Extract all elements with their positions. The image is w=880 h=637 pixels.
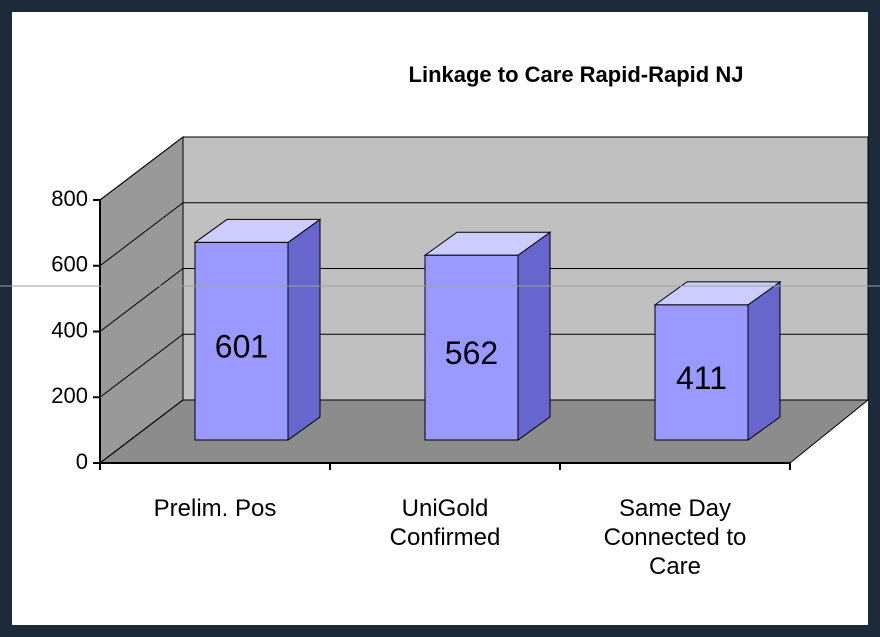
bar xyxy=(654,304,749,441)
grid-line xyxy=(99,333,184,398)
grid-line xyxy=(99,399,184,464)
x-tick-label: Same Day Connected to Care xyxy=(603,495,747,580)
grid-line xyxy=(99,268,184,332)
y-tick-label: 600 xyxy=(51,252,88,277)
bar-side xyxy=(287,218,321,441)
grid-line xyxy=(99,136,184,201)
value-label: 562 xyxy=(445,335,498,371)
y-tick-label: 800 xyxy=(51,186,88,211)
y-tick-label: 200 xyxy=(51,383,88,408)
bar-side xyxy=(517,231,551,441)
bar-side xyxy=(747,280,781,441)
chart-title: Linkage to Care Rapid-Rapid NJ xyxy=(409,62,744,87)
y-tick-label: 0 xyxy=(76,449,88,474)
bar xyxy=(194,241,289,441)
value-label: 601 xyxy=(215,329,268,365)
value-label: 411 xyxy=(676,360,727,396)
y-tick-label: 400 xyxy=(51,317,88,342)
x-tick-label: Prelim. Pos xyxy=(153,495,277,522)
x-tick-label: UniGold Confirmed xyxy=(389,495,501,551)
grid-line xyxy=(99,202,184,267)
